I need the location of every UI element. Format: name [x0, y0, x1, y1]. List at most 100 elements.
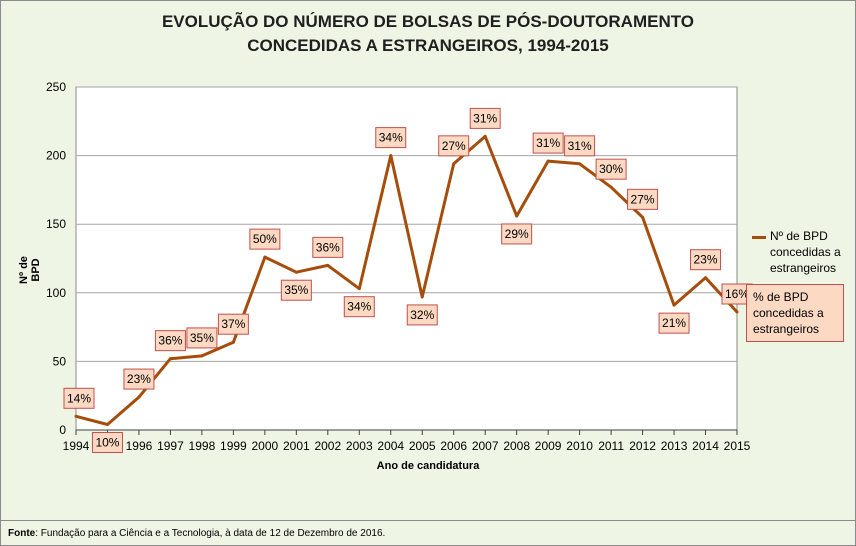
x-tick-label: 2015 [724, 439, 751, 453]
data-label: 27% [631, 192, 655, 206]
source-text: : Fundação para a Ciência e a Tecnologia… [35, 528, 386, 539]
data-label-box [154, 330, 186, 352]
data-label-box [123, 368, 155, 390]
x-tick-label: 2001 [283, 439, 310, 453]
data-point [420, 295, 424, 299]
data-point [641, 215, 645, 219]
data-label: 35% [284, 283, 308, 297]
data-point [231, 340, 235, 344]
data-label: 31% [473, 111, 497, 125]
x-axis-label: Ano de candidatura [376, 460, 480, 472]
data-label-box [564, 135, 596, 157]
data-point [200, 354, 204, 358]
data-label-box [375, 127, 407, 149]
y-tick-label: 0 [59, 423, 66, 437]
x-tick-label: 2000 [252, 439, 279, 453]
data-point [546, 159, 550, 163]
data-label: 36% [316, 240, 340, 254]
data-label: 34% [379, 131, 403, 145]
x-tick-label: 2009 [535, 439, 562, 453]
data-label: 31% [568, 139, 592, 153]
source-label: Fonte [8, 528, 36, 539]
x-tick-label: 2010 [566, 439, 593, 453]
legend-series-label: Nº de BPD concedidas a estrangeiros [770, 229, 841, 275]
data-point [704, 276, 708, 280]
x-tick-label: 2006 [440, 439, 467, 453]
data-label: 14% [67, 391, 91, 405]
x-tick-label: 2007 [472, 439, 499, 453]
data-label: 29% [505, 227, 529, 241]
x-tick-label: 2011 [598, 439, 624, 453]
y-tick-label: 150 [46, 217, 66, 231]
data-label-box [595, 158, 627, 180]
x-tick-label: 1994 [63, 439, 90, 453]
footer-divider [0, 520, 856, 521]
legend-line-swatch [752, 236, 766, 239]
data-point [452, 162, 456, 166]
y-tick-label: 250 [46, 80, 66, 94]
x-tick-label: 2003 [346, 439, 373, 453]
data-point [389, 154, 393, 158]
data-point [137, 395, 141, 399]
data-point [294, 270, 298, 274]
data-label-box [186, 327, 218, 349]
data-label: 34% [347, 300, 371, 314]
data-label-box [690, 249, 722, 271]
chart-title-line1: EVOLUÇÃO DO NÚMERO DE BOLSAS DE PÓS-DOUT… [161, 12, 695, 31]
x-tick-label: 1998 [189, 439, 216, 453]
data-label-box [91, 432, 123, 454]
x-tick-label: 1997 [157, 439, 184, 453]
data-point [105, 423, 109, 427]
data-label-box [501, 223, 533, 245]
data-label-box [469, 107, 501, 129]
y-tick-label: 50 [53, 354, 67, 368]
data-point [357, 287, 361, 291]
data-label: 37% [221, 317, 245, 331]
data-label: 50% [253, 232, 277, 246]
chart-title-line2: CONCEDIDAS A ESTRANGEIROS, 1994-2015 [247, 36, 609, 55]
x-tick-label: 1999 [220, 439, 247, 453]
data-point [263, 255, 267, 259]
data-label: 31% [536, 136, 560, 150]
data-label-box [217, 313, 249, 335]
data-label: 21% [662, 316, 686, 330]
data-point [483, 134, 487, 138]
data-label: 35% [190, 331, 214, 345]
data-label-box [249, 228, 281, 250]
data-label: 16% [725, 287, 749, 301]
plot-area [75, 86, 738, 431]
data-label-box [438, 135, 470, 157]
x-tick-label: 2002 [314, 439, 341, 453]
data-label-box [532, 132, 564, 154]
source-note: Fonte: Fundação para a Ciência e a Tecno… [8, 528, 385, 539]
y-tick-label: 100 [46, 286, 66, 300]
data-label-box [63, 387, 95, 409]
data-point [578, 162, 582, 166]
x-tick-label: 2008 [503, 439, 530, 453]
data-point [326, 263, 330, 267]
series-line [75, 134, 739, 426]
data-label-box [312, 236, 344, 258]
data-label-box [343, 296, 375, 318]
data-label-box [658, 312, 690, 334]
x-tick-label: 2012 [629, 439, 656, 453]
data-point [74, 414, 78, 418]
y-tick-label: 200 [46, 149, 66, 163]
x-tick-label: 1996 [126, 439, 153, 453]
data-label: 10% [95, 436, 119, 450]
x-tick-label: 2004 [377, 439, 404, 453]
data-label-box [406, 304, 438, 326]
data-label: 23% [694, 253, 718, 267]
data-label: 27% [442, 139, 466, 153]
data-label: 30% [599, 162, 623, 176]
x-tick-label: 2005 [409, 439, 436, 453]
x-tick-label: 2013 [661, 439, 688, 453]
legend-data-labels: % de BPD concedidas a estrangeiros [746, 284, 844, 342]
data-point [515, 214, 519, 218]
data-label: 36% [158, 334, 182, 348]
data-point [735, 310, 739, 314]
data-label-box [280, 279, 312, 301]
data-point [609, 185, 613, 189]
data-point [672, 303, 676, 307]
